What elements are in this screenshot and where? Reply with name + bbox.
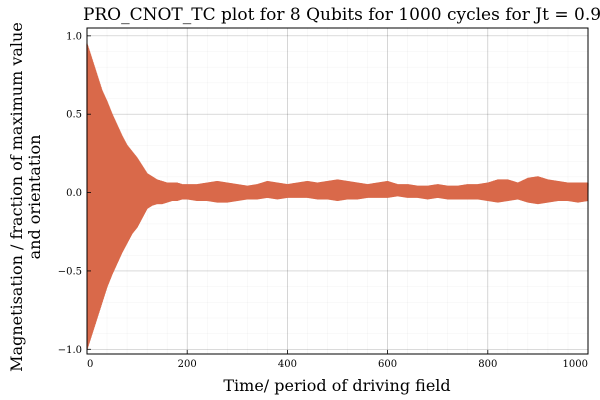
y-tick-label: −0.5 — [58, 266, 82, 277]
x-tick-label: 0 — [87, 359, 93, 370]
y-tick-label: −1.0 — [58, 345, 82, 356]
x-tick-label: 200 — [178, 359, 197, 370]
x-axis-label: Time/ period of driving field — [223, 376, 450, 395]
y-axis-label-line-1: Magnetisation / fraction of maximum valu… — [7, 22, 26, 372]
y-tick-label: 1.0 — [66, 31, 82, 42]
y-tick-label: 0.5 — [66, 110, 82, 121]
x-axis-ticks: 0 200 400 600 800 1000 — [86, 350, 589, 370]
x-tick-label: 600 — [378, 359, 397, 370]
x-tick-label: 400 — [278, 359, 297, 370]
series-magnetisation — [86, 43, 589, 350]
chart-title: PRO_CNOT_TC plot for 8 Qubits for 1000 c… — [83, 5, 600, 25]
x-tick-label: 1000 — [563, 359, 588, 370]
x-tick-label: 800 — [478, 359, 497, 370]
series-line — [86, 43, 589, 350]
plot-frame — [86, 27, 589, 355]
y-axis-label-line-2: and orientation — [25, 135, 44, 260]
y-tick-label: 0.0 — [66, 188, 82, 199]
y-axis-ticks: −1.0 −0.5 0.0 0.5 1.0 — [58, 31, 91, 356]
